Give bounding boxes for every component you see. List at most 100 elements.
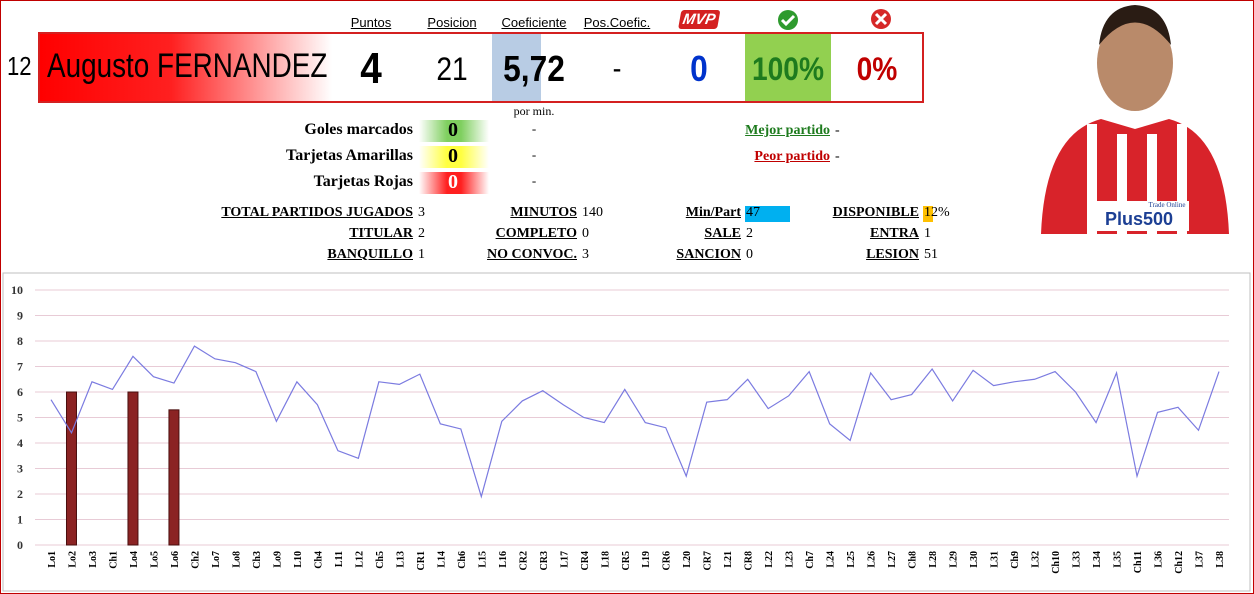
x-tick-label: Ch7 (805, 551, 816, 569)
x-tick-label: L23 (785, 551, 796, 568)
x-tick-label: L26 (867, 551, 878, 568)
stat-label: BANQUILLO (327, 247, 413, 262)
stat-label: SALE (704, 226, 741, 241)
summary-value: 21 (436, 51, 468, 87)
x-tick-label: Lo5 (149, 551, 160, 568)
photo-hair (1099, 5, 1171, 45)
bar (65, 391, 77, 546)
x-tick-label: Lo3 (88, 551, 99, 568)
chart-frame (2, 272, 1251, 592)
y-tick-label: 9 (17, 309, 23, 323)
x-tick-label: L24 (826, 551, 837, 568)
x-tick-label: Ch2 (190, 551, 201, 569)
summary-value: - (612, 52, 622, 85)
x-tick-label: L10 (293, 551, 304, 568)
stat-value: 51 (924, 247, 938, 262)
x-tick-label: Lo1 (47, 551, 58, 568)
x-tick-label: L32 (1031, 551, 1042, 568)
x-tick-label: CR6 (662, 551, 673, 570)
x-tick-label: L22 (764, 551, 775, 568)
card-per-min: - (531, 173, 537, 188)
mvp-logo: MVP (678, 10, 720, 29)
match-label: Mejor partido (745, 123, 830, 138)
x-tick-label: Lo2 (67, 551, 78, 568)
card-bg (419, 120, 489, 142)
y-tick-label: 4 (17, 436, 23, 450)
x-tick-label: CR2 (518, 551, 529, 570)
x-tick-label: L21 (723, 551, 734, 568)
x-tick-label: Ch11 (1133, 551, 1144, 573)
sponsor-tagline: Trade Online (1149, 201, 1186, 209)
stat-label: SANCION (676, 247, 741, 262)
summary-value: 4 (360, 44, 382, 93)
y-tick-label: 6 (17, 385, 23, 399)
stat-label: COMPLETO (495, 226, 577, 241)
coef-highlight (492, 34, 541, 101)
stat-label: NO CONVOC. (487, 247, 577, 262)
x-tick-label: Ch1 (108, 551, 119, 569)
player-photo: Trade Online Plus500 (1027, 5, 1241, 234)
x-tick-label: CR3 (539, 551, 550, 570)
header-icons (778, 9, 891, 30)
stat-value: 0 (746, 247, 753, 262)
x-tick-label: L18 (600, 551, 611, 568)
y-tick-label: 1 (17, 513, 23, 527)
x-tick-label: L33 (1072, 551, 1083, 568)
bar (127, 391, 139, 546)
x-tick-label: L34 (1092, 551, 1103, 568)
x-tick-label: CR8 (744, 551, 755, 570)
x-tick-label: Lo7 (211, 551, 222, 568)
minpart-bar (745, 206, 790, 222)
player-name: Augusto FERNANDEZ (47, 47, 328, 85)
column-header: Posicion (427, 15, 477, 30)
x-tick-label: Ch9 (1010, 551, 1021, 569)
available-bar (923, 206, 933, 222)
player-number: 12 (7, 51, 32, 81)
card-label: Tarjetas Rojas (313, 173, 413, 190)
match-value: - (835, 149, 840, 164)
check-mark (780, 14, 796, 27)
stat-value: 2 (418, 226, 425, 241)
pct-highlight (745, 34, 831, 101)
x-tick-label: Ch12 (1174, 551, 1185, 574)
x-tick-label: Ch4 (313, 551, 324, 569)
summary-value: 0% (856, 51, 898, 87)
summary-box (38, 32, 924, 103)
x-tick-label: Ch5 (375, 551, 386, 569)
x-tick-label: L13 (395, 551, 406, 568)
match-value: - (835, 123, 840, 138)
stat-label: Min/Part (685, 205, 741, 220)
summary-value: 0 (690, 48, 708, 89)
stat-label: MINUTOS (510, 205, 577, 220)
summary-value: 100% (751, 51, 825, 87)
y-tick-label: 5 (17, 411, 23, 425)
x-tick-label: CR1 (416, 551, 427, 570)
x-tick-label: CR5 (621, 551, 632, 570)
summary-value: 5,72 (503, 48, 565, 89)
match-label: Peor partido (754, 149, 830, 164)
x-tick-label: L30 (969, 551, 980, 568)
photo-head (1097, 15, 1173, 111)
x-tick-label: L38 (1215, 551, 1226, 568)
stat-label: TITULAR (349, 226, 413, 241)
name-banner (40, 34, 332, 101)
stat-label: ENTRA (869, 226, 919, 241)
x-tick-label: CR7 (703, 551, 714, 570)
x-tick-label: L35 (1113, 551, 1124, 568)
stat-value: 1 (924, 226, 931, 241)
stat-value: 1 (418, 247, 425, 262)
bar (168, 409, 180, 546)
sponsor: Plus500 (1105, 209, 1173, 229)
card-value: 0 (448, 119, 458, 141)
x-tick-label: Lo9 (272, 551, 283, 568)
column-header: Pos.Coefic. (583, 15, 651, 30)
line (50, 345, 1220, 499)
y-tick-label: 8 (17, 334, 23, 348)
stat-value: 2 (746, 226, 753, 241)
column-header: Coeficiente (501, 15, 567, 30)
x-tick-label: L15 (477, 551, 488, 568)
card-bg (419, 146, 489, 168)
y-tick-label: 3 (17, 462, 23, 476)
stat-value: 3 (418, 205, 425, 220)
